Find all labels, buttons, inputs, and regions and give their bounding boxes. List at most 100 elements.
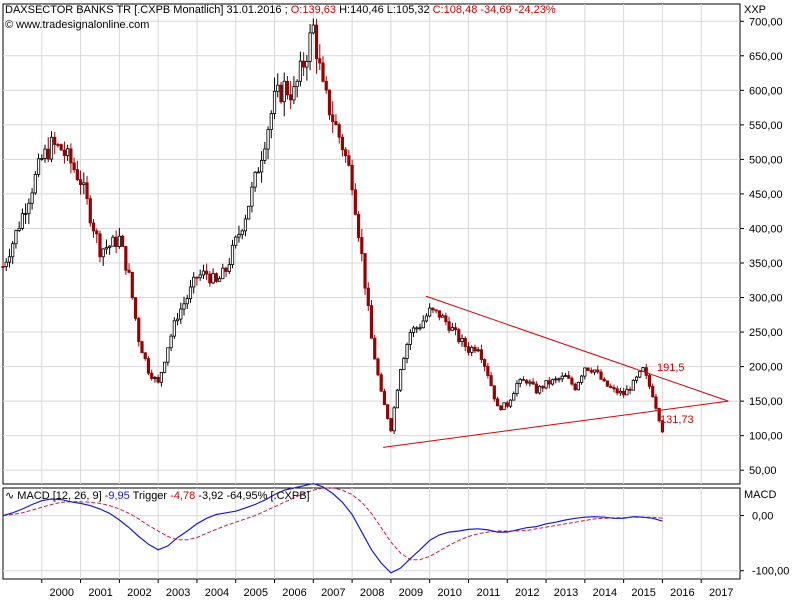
y-tick-label: 350,00 xyxy=(749,258,783,270)
candle-body xyxy=(217,278,222,282)
candle-body xyxy=(69,148,73,164)
candle-body xyxy=(211,273,215,284)
candle-body xyxy=(502,402,506,411)
candle-body xyxy=(72,162,76,170)
candle-body xyxy=(101,248,105,258)
chart-title: DAXSECTOR BANKS TR [.CXPB Monatlich] 31.… xyxy=(5,4,288,16)
candle-body xyxy=(379,374,383,392)
candle-body xyxy=(654,396,658,409)
candle-body xyxy=(331,114,335,122)
candle-body xyxy=(609,385,613,388)
candle-body xyxy=(27,202,31,214)
candle-body xyxy=(363,253,367,289)
candle-body xyxy=(544,380,548,389)
candle-body xyxy=(143,352,147,360)
candle-body xyxy=(486,366,490,376)
candle-body xyxy=(259,159,264,173)
close-value: C:108,48 xyxy=(432,4,478,16)
y-tick-label: 50,00 xyxy=(749,465,777,477)
candle-body xyxy=(628,388,632,391)
candle-body xyxy=(463,338,467,348)
candle-body xyxy=(567,375,571,379)
candle-body xyxy=(318,58,322,64)
candle-body xyxy=(382,390,387,406)
candle-body xyxy=(421,320,425,329)
candle-body xyxy=(441,315,445,318)
candle-body xyxy=(150,372,154,379)
candle-body xyxy=(201,270,206,276)
candle-body xyxy=(114,236,118,247)
candle-body xyxy=(411,327,416,333)
candle-body xyxy=(182,303,186,310)
candle-body xyxy=(253,171,257,188)
candle-body xyxy=(269,113,273,130)
x-tick-label: 2017 xyxy=(709,587,733,599)
y-tick-label: 150,00 xyxy=(749,396,783,408)
candle-body xyxy=(276,84,280,92)
change-percent: -24,23% xyxy=(514,4,556,16)
candle-body xyxy=(369,305,374,339)
x-tick-label: 2001 xyxy=(88,587,112,599)
candle-body xyxy=(573,383,577,391)
candle-body xyxy=(634,376,639,381)
candle-body xyxy=(224,267,228,272)
candle-body xyxy=(418,327,422,330)
candle-body xyxy=(470,346,474,353)
candle-body xyxy=(525,379,529,384)
candle-body xyxy=(499,405,503,411)
candle-body xyxy=(479,349,484,360)
candle-body xyxy=(282,80,286,103)
candle-body xyxy=(91,222,96,232)
candle-body xyxy=(431,307,435,311)
candle-body xyxy=(492,385,496,400)
candle-body xyxy=(647,375,652,387)
candle-body xyxy=(450,327,454,331)
candle-body xyxy=(46,148,50,160)
candle-body xyxy=(295,80,299,88)
candle-body xyxy=(205,270,209,275)
candle-body xyxy=(460,338,464,343)
candle-body xyxy=(534,383,538,394)
candle-body xyxy=(373,337,377,360)
candle-body xyxy=(137,317,141,343)
candle-body xyxy=(512,393,516,401)
candle-body xyxy=(33,174,37,194)
high-value: H:140,46 xyxy=(339,4,384,16)
x-tick-label: 2013 xyxy=(554,587,578,599)
candle-body xyxy=(334,121,338,125)
candle-body xyxy=(59,144,63,151)
candle-body xyxy=(7,256,12,263)
candle-body xyxy=(56,144,60,146)
candle-body xyxy=(179,308,183,320)
candle-body xyxy=(240,230,244,235)
candle-body xyxy=(133,297,138,319)
candle-body xyxy=(657,407,661,422)
candle-body xyxy=(108,245,112,248)
trigger-value: -4,78 xyxy=(170,490,196,502)
candle-body xyxy=(11,243,15,258)
x-tick-label: 2011 xyxy=(477,587,501,599)
candle-body xyxy=(347,155,351,166)
candle-body xyxy=(580,375,584,383)
candle-body xyxy=(386,404,390,419)
y-tick-label: 250,00 xyxy=(749,327,783,339)
candle-body xyxy=(311,24,315,34)
x-tick-label: 2015 xyxy=(631,587,655,599)
x-tick-label: 2012 xyxy=(515,587,539,599)
candle-body xyxy=(350,164,354,191)
candle-body xyxy=(88,198,92,224)
candle-body xyxy=(285,80,290,96)
candle-body xyxy=(398,369,403,391)
candle-body xyxy=(43,148,47,159)
candle-body xyxy=(98,233,102,258)
upper-trendline-label: 191,5 xyxy=(657,362,685,374)
candle-body xyxy=(53,136,57,145)
x-tick-label: 2005 xyxy=(243,587,267,599)
x-tick-label: 2000 xyxy=(50,587,74,599)
x-tick-label: 2016 xyxy=(670,587,694,599)
candle-body xyxy=(49,136,54,160)
candle-body xyxy=(272,90,277,114)
candle-body xyxy=(156,377,160,383)
x-tick-label: 2007 xyxy=(321,587,345,599)
candle-body xyxy=(198,274,202,279)
